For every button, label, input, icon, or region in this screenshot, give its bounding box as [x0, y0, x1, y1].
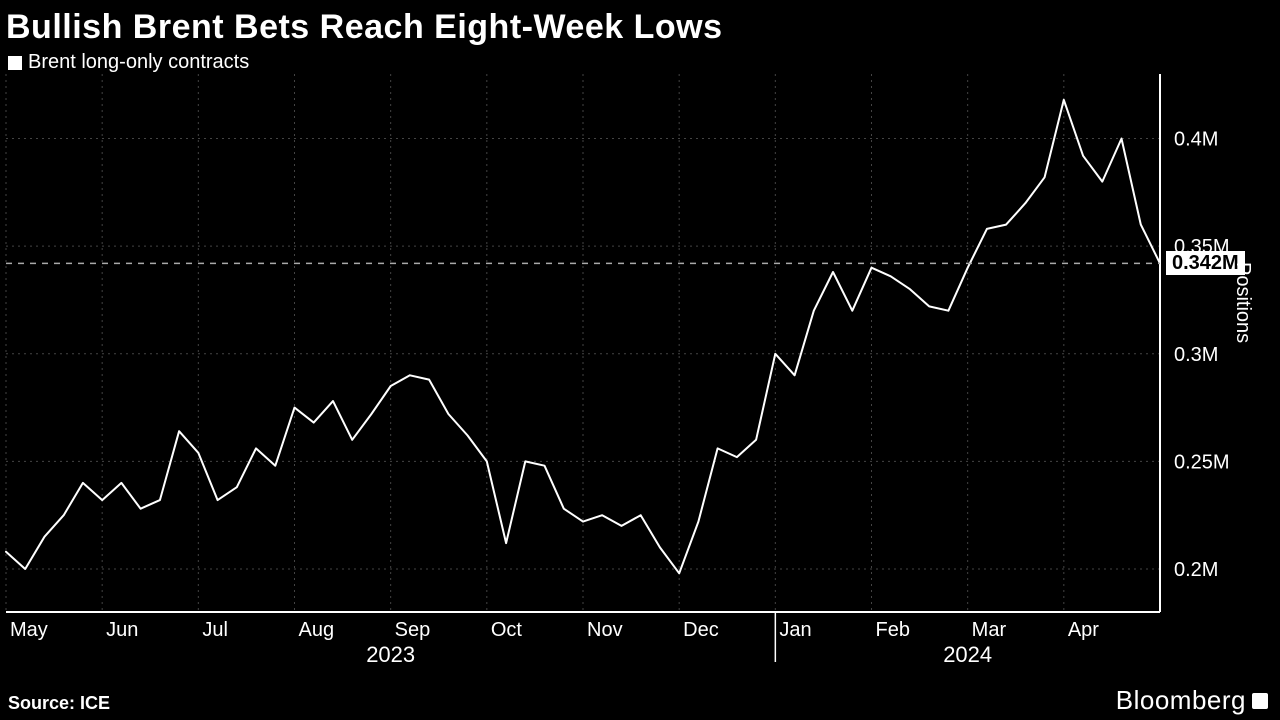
svg-text:Apr: Apr: [1068, 619, 1099, 641]
svg-text:Feb: Feb: [876, 619, 910, 641]
brand-label: Bloomberg: [1116, 685, 1268, 716]
svg-text:2023: 2023: [366, 642, 415, 667]
svg-text:Jan: Jan: [779, 619, 811, 641]
y-axis-title: Positions: [1231, 262, 1254, 343]
svg-text:May: May: [10, 619, 48, 641]
chart-svg: 0.2M0.25M0.3M0.35M0.4MMayJunJulAugSepOct…: [0, 74, 1280, 674]
legend-swatch: [8, 56, 22, 70]
svg-text:0.25M: 0.25M: [1174, 451, 1230, 473]
svg-text:Aug: Aug: [299, 619, 335, 641]
brand-icon: [1252, 693, 1268, 709]
brand-text: Bloomberg: [1116, 685, 1246, 716]
svg-text:2024: 2024: [943, 642, 992, 667]
chart-area: 0.2M0.25M0.3M0.35M0.4MMayJunJulAugSepOct…: [0, 74, 1280, 674]
svg-text:Jun: Jun: [106, 619, 138, 641]
svg-text:Jul: Jul: [202, 619, 228, 641]
svg-text:0.4M: 0.4M: [1174, 129, 1218, 151]
legend-label: Brent long-only contracts: [28, 51, 249, 74]
chart-title: Bullish Brent Bets Reach Eight-Week Lows: [0, 0, 1280, 51]
svg-text:Nov: Nov: [587, 619, 623, 641]
svg-text:Oct: Oct: [491, 619, 523, 641]
svg-text:0.2M: 0.2M: [1174, 559, 1218, 581]
svg-text:0.3M: 0.3M: [1174, 344, 1218, 366]
source-label: Source: ICE: [8, 693, 110, 714]
svg-text:Dec: Dec: [683, 619, 719, 641]
svg-text:Mar: Mar: [972, 619, 1007, 641]
svg-text:Sep: Sep: [395, 619, 431, 641]
legend: Brent long-only contracts: [0, 51, 1280, 74]
